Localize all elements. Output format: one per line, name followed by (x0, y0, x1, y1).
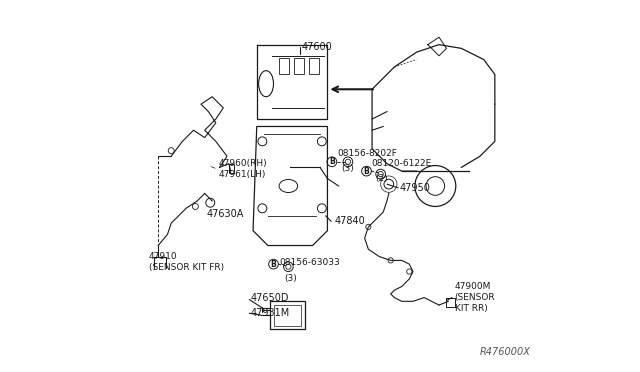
Text: 47900M
(SENSOR
KIT RR): 47900M (SENSOR KIT RR) (454, 282, 495, 313)
Text: 47931M: 47931M (250, 308, 289, 318)
Text: 47910
(SENSOR KIT FR): 47910 (SENSOR KIT FR) (149, 252, 224, 272)
Bar (279, 58, 289, 74)
Text: R476000X: R476000X (480, 347, 531, 356)
Text: 08156-63033: 08156-63033 (279, 258, 340, 267)
Text: 47960(RH)
47961(LH): 47960(RH) 47961(LH) (219, 159, 268, 179)
Bar (309, 58, 319, 74)
Text: (3): (3) (341, 164, 353, 173)
Text: (2): (2) (376, 174, 388, 183)
Text: 47950: 47950 (399, 183, 430, 193)
Text: (3): (3) (285, 274, 298, 283)
Bar (273, 305, 301, 326)
Text: B: B (271, 260, 276, 269)
Text: 47600: 47600 (301, 42, 332, 51)
Text: B: B (329, 157, 335, 166)
Text: 08156-8202F: 08156-8202F (337, 149, 397, 158)
Bar (294, 58, 305, 74)
Bar (229, 164, 234, 173)
Text: 47630A: 47630A (207, 209, 244, 219)
Bar (270, 301, 305, 329)
Text: 47650D: 47650D (250, 294, 289, 303)
Text: B: B (364, 167, 369, 176)
Text: 08120-6122E: 08120-6122E (372, 159, 432, 168)
Text: 47840: 47840 (335, 217, 365, 226)
Bar (447, 298, 454, 307)
